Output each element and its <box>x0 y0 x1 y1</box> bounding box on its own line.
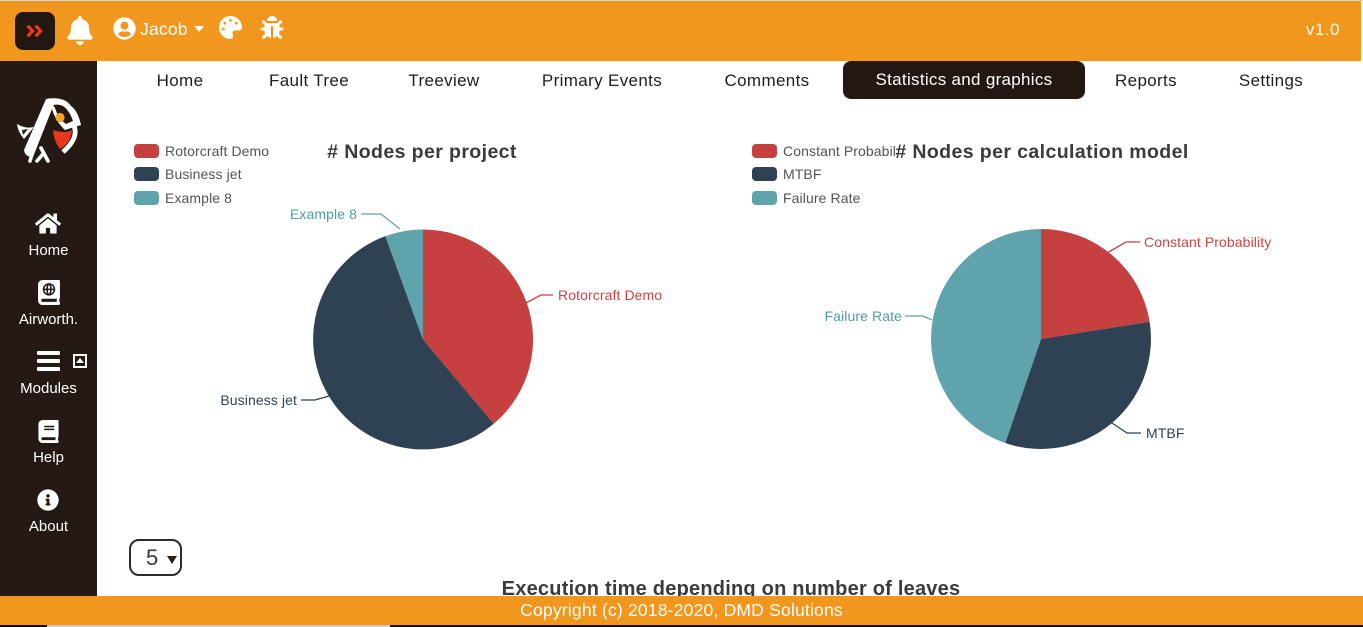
svg-text:Failure Rate: Failure Rate <box>825 308 903 324</box>
svg-text:Rotorcraft Demo: Rotorcraft Demo <box>558 287 662 303</box>
svg-text:Example 8: Example 8 <box>290 206 357 222</box>
svg-text:Constant Probability: Constant Probability <box>1144 234 1271 250</box>
svg-text:Business jet: Business jet <box>220 392 297 408</box>
svg-text:MTBF: MTBF <box>1146 425 1185 441</box>
